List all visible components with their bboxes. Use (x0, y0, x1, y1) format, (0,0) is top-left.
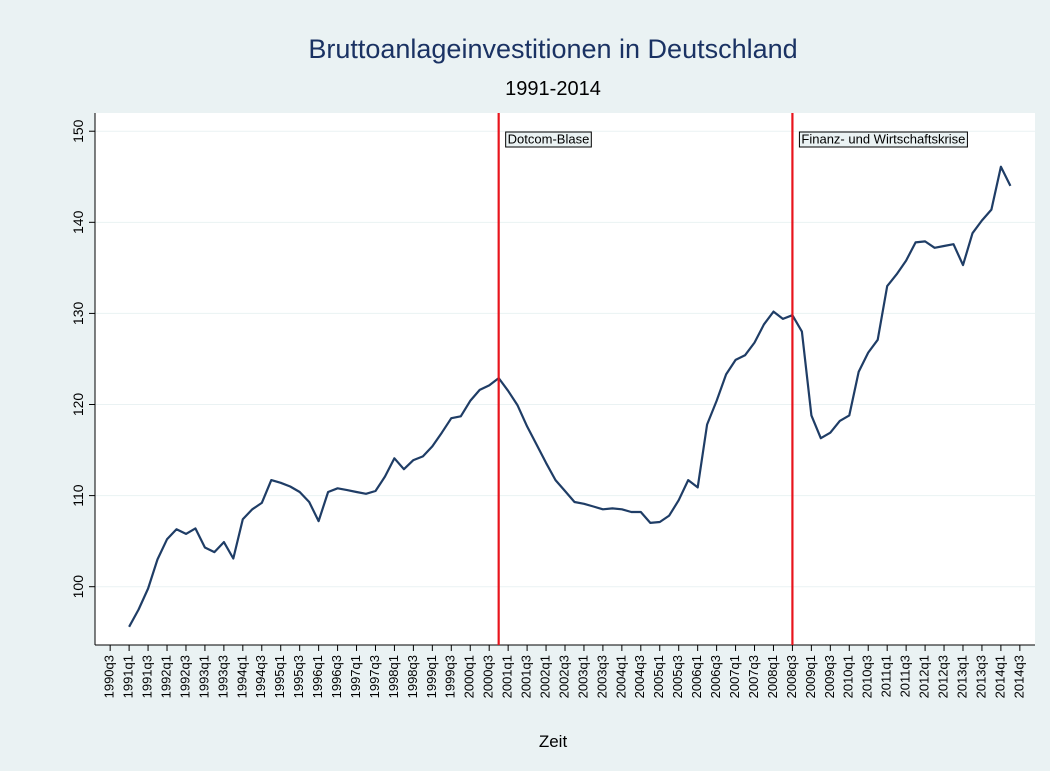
x-tick-label: 1995q3 (291, 655, 306, 698)
y-tick-label: 130 (70, 302, 86, 326)
x-tick-label: 2002q1 (537, 655, 552, 698)
annotation-label: Dotcom-Blase (508, 131, 590, 146)
x-tick-label: 1997q3 (367, 655, 382, 698)
x-tick-label: 1994q1 (234, 655, 249, 698)
x-tick-label: 2014q3 (1011, 655, 1026, 698)
x-tick-label: 2012q1 (917, 655, 932, 698)
y-tick-label: 110 (70, 484, 86, 507)
x-tick-label: 1991q3 (140, 655, 155, 698)
x-tick-label: 2003q1 (575, 655, 590, 698)
y-tick-label: 100 (70, 575, 86, 599)
x-tick-label: 2000q3 (481, 655, 496, 698)
annotation-box (505, 131, 592, 148)
x-tick-label: 1992q1 (158, 655, 173, 698)
x-tick-label: 2008q3 (784, 655, 799, 698)
x-tick-label: 2005q3 (670, 655, 685, 698)
x-tick-label: 2006q3 (708, 655, 723, 698)
x-tick-label: 1999q1 (424, 655, 439, 698)
x-tick-label: 1995q1 (272, 655, 287, 698)
x-tick-label: 1993q1 (196, 655, 211, 698)
x-tick-label: 2008q1 (765, 655, 780, 698)
x-tick-label: 2005q1 (651, 655, 666, 698)
data-line (128, 165, 1012, 628)
x-tick-label: 2004q3 (632, 655, 647, 698)
x-tick-label: 1998q1 (386, 655, 401, 698)
x-tick-label: 1998q3 (405, 655, 420, 698)
x-tick-label: 2001q1 (500, 655, 515, 698)
x-tick-label: 2007q3 (746, 655, 761, 698)
x-tick-label: 2010q1 (841, 655, 856, 698)
plot-area (95, 113, 1035, 645)
x-tick-label: 2002q3 (556, 655, 571, 698)
x-tick-label: 1994q3 (253, 655, 268, 698)
x-tick-label: 1992q3 (177, 655, 192, 698)
x-tick-label: 1991q1 (121, 655, 136, 698)
x-tick-label: 1996q1 (310, 655, 325, 698)
annotation-label: Finanz- und Wirtschaftskrise (801, 131, 965, 146)
x-tick-label: 2011q1 (879, 655, 894, 697)
x-tick-label: 1996q3 (329, 655, 344, 698)
x-tick-label: 2014q1 (992, 655, 1007, 698)
y-tick-label: 120 (70, 393, 86, 417)
x-tick-label: 1993q3 (215, 655, 230, 698)
x-tick-label: 2009q3 (822, 655, 837, 698)
x-tick-label: 1990q3 (102, 655, 117, 698)
x-tick-label: 2013q3 (973, 655, 988, 698)
x-tick-label: 2003q3 (594, 655, 609, 698)
x-tick-label: 2011q3 (898, 655, 913, 697)
x-tick-label: 2013q1 (954, 655, 969, 698)
x-axis-title: Zeit (539, 732, 568, 751)
y-tick-label: 140 (70, 210, 86, 234)
x-tick-label: 2001q3 (519, 655, 534, 698)
x-tick-label: 2007q1 (727, 655, 742, 698)
y-tick-label: 150 (70, 119, 86, 143)
x-tick-label: 2010q3 (860, 655, 875, 698)
x-tick-label: 2004q1 (613, 655, 628, 698)
chart-title: Bruttoanlageinvestitionen in Deutschland (308, 34, 797, 64)
annotation-box (798, 131, 968, 148)
x-tick-label: 2000q1 (462, 655, 477, 698)
x-tick-label: 2012q3 (935, 655, 950, 698)
x-tick-label: 2009q1 (803, 655, 818, 698)
chart-subtitle: 1991-2014 (505, 78, 601, 100)
x-tick-label: 2006q1 (689, 655, 704, 698)
x-tick-label: 1997q1 (348, 655, 363, 698)
x-tick-label: 1999q3 (443, 655, 458, 698)
